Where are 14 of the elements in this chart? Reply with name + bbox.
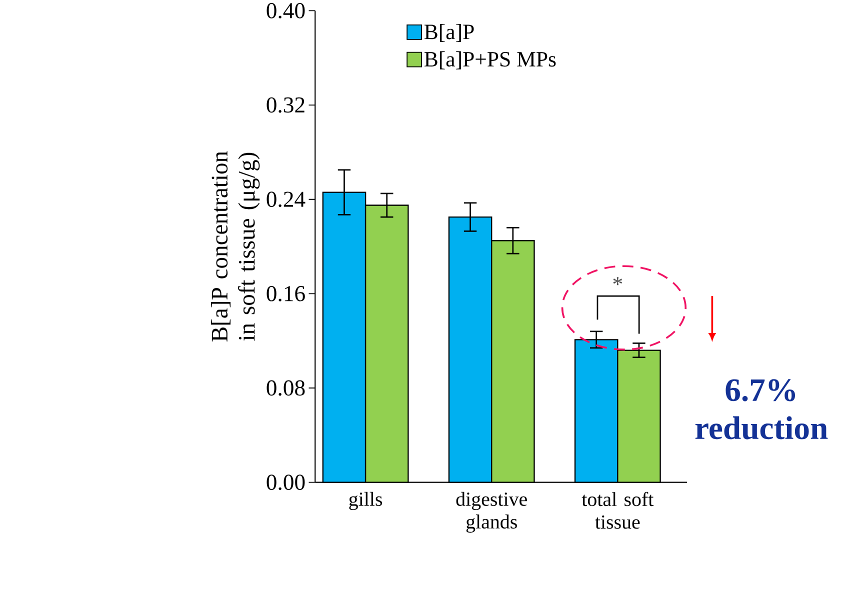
y-tick-label: 0.32: [266, 97, 304, 113]
y-axis-title: B[a]P concentration in soft tissue (μg/g): [211, 151, 260, 342]
x-tick-label: total soft tissue: [582, 492, 654, 529]
text: 6.7% reduction: [695, 379, 828, 440]
y-tick-label: 0.40: [266, 2, 305, 18]
y-tick-label: 0.08: [266, 380, 305, 396]
legend-label: B[a]P: [424, 24, 474, 42]
legend-label: B[a]P+PS MPs: [424, 51, 556, 70]
y-tick-label: 0.16: [266, 286, 305, 302]
x-tick-label: gills: [349, 492, 382, 510]
x-tick-label: digestive glands: [456, 492, 527, 533]
annotation: *: [613, 277, 622, 286]
y-tick-label: 0.00: [266, 474, 305, 490]
y-tick-label: 0.24: [266, 192, 306, 207]
